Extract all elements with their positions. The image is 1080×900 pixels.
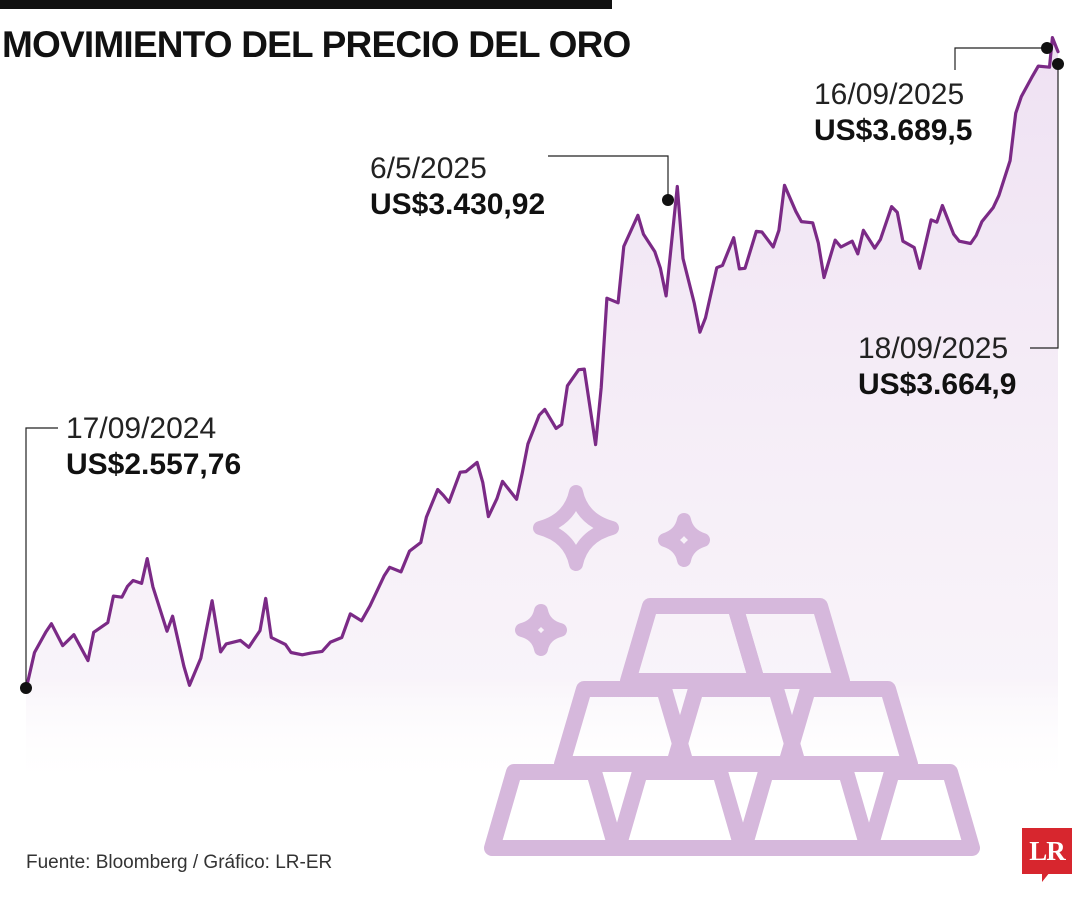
annotation-leader-end — [1030, 64, 1059, 349]
annotation-marker-start — [20, 682, 32, 694]
annotation-date-start: 17/09/2024 — [66, 412, 216, 445]
lr-logo-tail — [1042, 872, 1050, 882]
annotations: 17/09/2024 US$2.557,76 6/5/2025 US$3.430… — [20, 42, 1064, 694]
gold-bars-icon — [484, 598, 980, 856]
annotation-marker-may — [662, 194, 674, 206]
annotation-marker-peak — [1041, 42, 1053, 54]
annotation-date-end: 18/09/2025 — [858, 332, 1008, 365]
annotation-value-may: US$3.430,92 — [370, 188, 545, 221]
price-line — [24, 35, 1060, 692]
sparkle-icon — [515, 485, 710, 656]
chart-title: MOVIMIENTO DEL PRECIO DEL ORO — [2, 24, 631, 65]
annotation-date-may: 6/5/2025 — [370, 152, 487, 185]
annotation-value-peak: US$3.689,5 — [814, 114, 972, 147]
top-rule — [0, 0, 612, 9]
annotation-value-start: US$2.557,76 — [66, 448, 241, 481]
lr-logo: LR — [1022, 828, 1072, 874]
annotation-leader-peak — [954, 47, 1047, 70]
annotation-marker-end — [1052, 58, 1064, 70]
annotation-value-end: US$3.664,9 — [858, 368, 1016, 401]
annotation-leader-may — [548, 155, 669, 200]
annotation-leader-start — [25, 427, 58, 688]
annotation-date-peak: 16/09/2025 — [814, 78, 964, 111]
source-note: Fuente: Bloomberg / Gráfico: LR-ER — [26, 852, 333, 873]
